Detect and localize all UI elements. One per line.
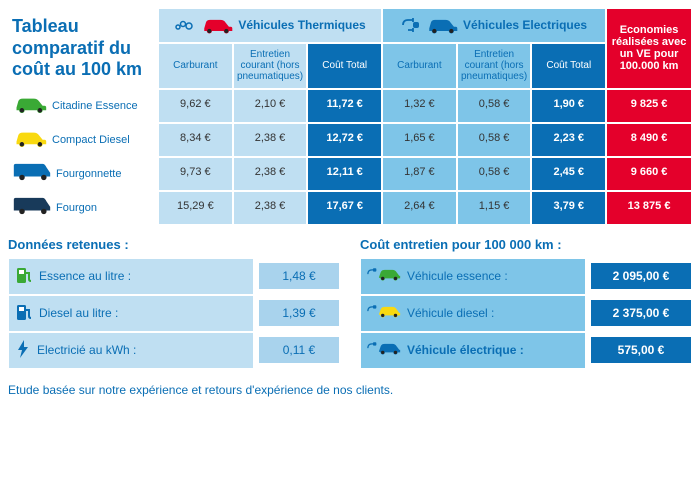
cell: 0,58 € bbox=[457, 123, 532, 157]
donnees-title: Données retenues : bbox=[8, 237, 340, 252]
col-carburant-el: Carburant bbox=[382, 43, 457, 89]
header-economies: Economies réalisées avec un VE pour 100.… bbox=[606, 8, 692, 89]
header-electriques: Véhicules Electriques bbox=[382, 8, 606, 43]
cell: 2,38 € bbox=[233, 157, 308, 191]
entretien-value: 2 095,00 € bbox=[591, 263, 691, 289]
cell: 0,58 € bbox=[457, 157, 532, 191]
entretien-title: Coût entretien pour 100 000 km : bbox=[360, 237, 692, 252]
donnees-value: 0,11 € bbox=[259, 337, 339, 363]
car-plug-icon bbox=[367, 339, 401, 362]
vehicle-name: Fourgonnette bbox=[56, 168, 121, 180]
cell: 0,58 € bbox=[457, 89, 532, 123]
col-entretien-el: Entretien courant (hors pneumatiques) bbox=[457, 43, 532, 89]
vehicle-name: Compact Diesel bbox=[52, 134, 130, 146]
cell-economies: 8 490 € bbox=[606, 123, 692, 157]
table-body: 9,62 € 2,10 € 11,72 € 1,32 € 0,58 € 1,90… bbox=[158, 89, 692, 225]
cell-economies: 9 825 € bbox=[606, 89, 692, 123]
donnees-value: 1,39 € bbox=[259, 300, 339, 326]
cell-total: 1,90 € bbox=[531, 89, 606, 123]
cell: 8,34 € bbox=[158, 123, 233, 157]
vehicle-name: Citadine Essence bbox=[52, 100, 138, 112]
cell-total: 2,45 € bbox=[531, 157, 606, 191]
cell: 15,29 € bbox=[158, 191, 233, 225]
col-carburant-th: Carburant bbox=[158, 43, 233, 89]
entretien-row: Véhicule essence : 2 095,00 € bbox=[360, 258, 692, 295]
cell-economies: 13 875 € bbox=[606, 191, 692, 225]
vehicle-name: Fourgon bbox=[56, 202, 97, 214]
entretien-row: Véhicule diesel : 2 375,00 € bbox=[360, 295, 692, 332]
cell: 9,73 € bbox=[158, 157, 233, 191]
col-total-el: Coût Total bbox=[531, 43, 606, 89]
cell-total: 12,11 € bbox=[307, 157, 382, 191]
entretien-box: Coût entretien pour 100 000 km : Véhicul… bbox=[360, 237, 692, 369]
cell: 1,65 € bbox=[382, 123, 457, 157]
cell: 2,38 € bbox=[233, 123, 308, 157]
header-thermiques: Véhicules Thermiques bbox=[158, 8, 382, 43]
entretien-label: Véhicule essence : bbox=[407, 269, 508, 283]
entretien-label: Véhicule électrique : bbox=[407, 343, 524, 357]
cell: 2,38 € bbox=[233, 191, 308, 225]
cell-total: 3,79 € bbox=[531, 191, 606, 225]
row-label: Citadine Essence bbox=[8, 89, 158, 123]
fuel-icon bbox=[15, 302, 33, 325]
entretien-label: Véhicule diesel : bbox=[407, 306, 494, 320]
donnees-row: Essence au litre : 1,48 € bbox=[8, 258, 340, 295]
cell: 2,64 € bbox=[382, 191, 457, 225]
comparison-table: Véhicules Thermiques Véhicules Electriqu… bbox=[158, 8, 692, 89]
car-icon bbox=[12, 193, 52, 222]
row-label: Fourgon bbox=[8, 191, 158, 225]
col-entretien-th: Entretien courant (hors pneumatiques) bbox=[233, 43, 308, 89]
cell: 2,10 € bbox=[233, 89, 308, 123]
table-title: Tableau comparatif du coût au 100 km bbox=[8, 8, 158, 89]
donnees-row: Diesel au litre : 1,39 € bbox=[8, 295, 340, 332]
cell-total: 12,72 € bbox=[307, 123, 382, 157]
donnees-value: 1,48 € bbox=[259, 263, 339, 289]
cell-economies: 9 660 € bbox=[606, 157, 692, 191]
car-plug-icon bbox=[367, 265, 401, 288]
footer-text: Etude basée sur notre expérience et reto… bbox=[8, 383, 692, 397]
cell: 1,87 € bbox=[382, 157, 457, 191]
cell-total: 11,72 € bbox=[307, 89, 382, 123]
row-label: Compact Diesel bbox=[8, 123, 158, 157]
donnees-label: Essence au litre : bbox=[39, 269, 131, 283]
cell-total: 2,23 € bbox=[531, 123, 606, 157]
entretien-row: Véhicule électrique : 575,00 € bbox=[360, 332, 692, 369]
donnees-box: Données retenues : Essence au litre : 1,4… bbox=[8, 237, 340, 369]
donnees-label: Diesel au litre : bbox=[39, 306, 118, 320]
fuel-icon bbox=[15, 265, 33, 288]
cell: 9,62 € bbox=[158, 89, 233, 123]
cell: 1,32 € bbox=[382, 89, 457, 123]
car-icon bbox=[12, 126, 48, 153]
donnees-row: Electricié au kWh : 0,11 € bbox=[8, 332, 340, 369]
car-icon bbox=[12, 92, 48, 119]
row-label: Fourgonnette bbox=[8, 157, 158, 191]
col-total-th: Coût Total bbox=[307, 43, 382, 89]
entretien-value: 2 375,00 € bbox=[591, 300, 691, 326]
cell-total: 17,67 € bbox=[307, 191, 382, 225]
car-icon bbox=[12, 159, 52, 188]
bolt-icon bbox=[15, 339, 31, 362]
car-plug-icon bbox=[367, 302, 401, 325]
donnees-label: Electricié au kWh : bbox=[37, 343, 136, 357]
row-labels-column: Citadine Essence Compact Diesel Fourgonnet… bbox=[8, 89, 158, 225]
cell: 1,15 € bbox=[457, 191, 532, 225]
entretien-value: 575,00 € bbox=[591, 337, 691, 363]
